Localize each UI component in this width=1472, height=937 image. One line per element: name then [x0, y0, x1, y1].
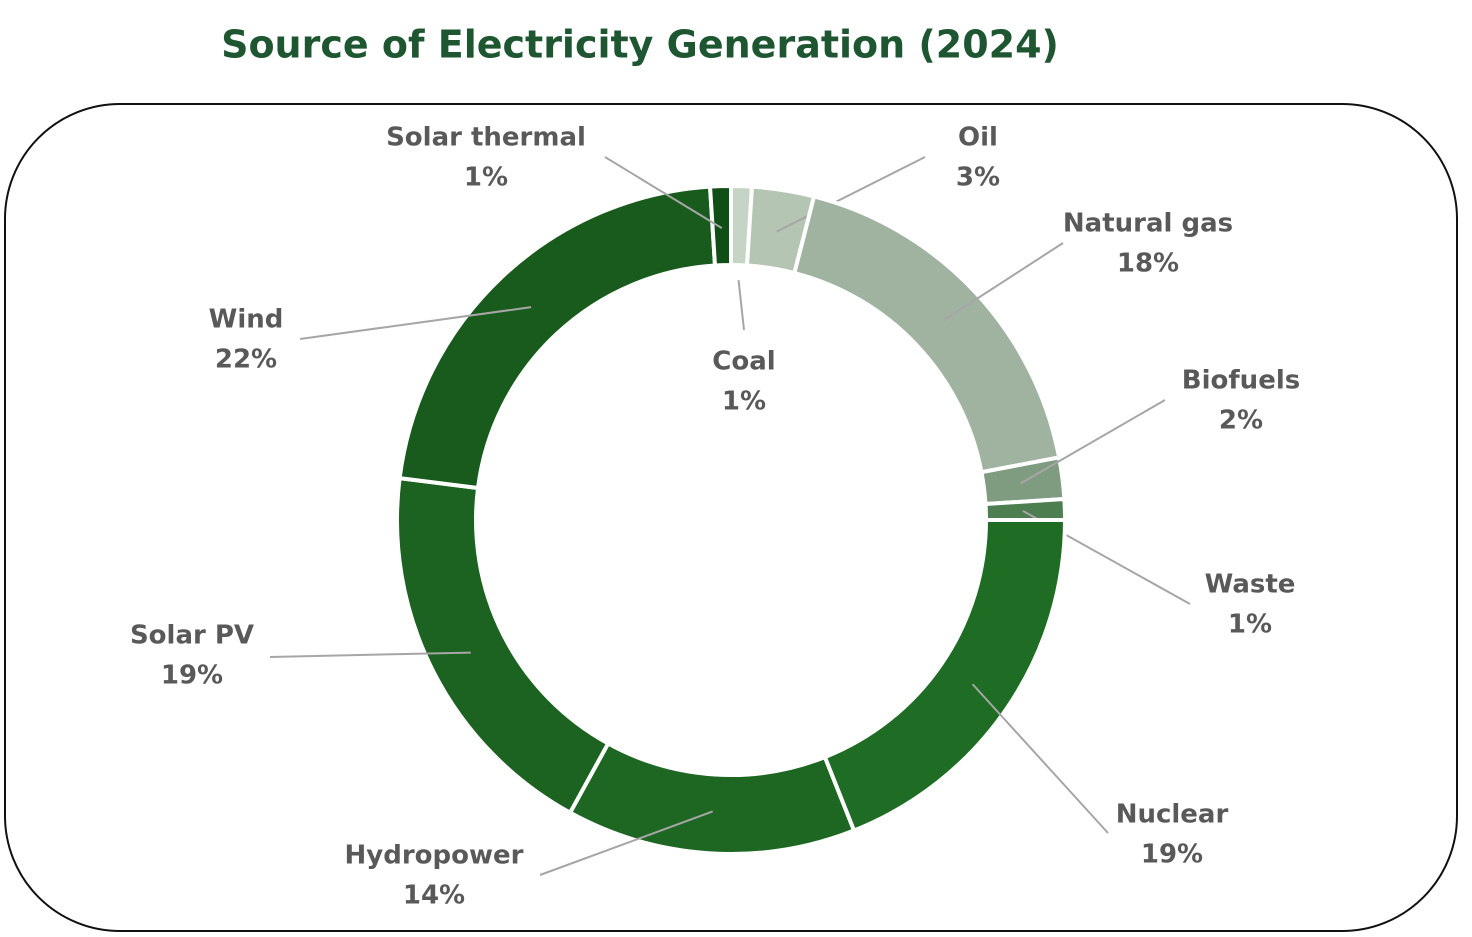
leader-line	[943, 242, 1064, 321]
leader-line	[737, 280, 745, 331]
value-label: 1%	[464, 163, 508, 193]
value-label: 1%	[722, 387, 766, 417]
donut-segment	[983, 496, 1068, 522]
category-label: Wind	[209, 305, 284, 335]
category-label: Nuclear	[1116, 800, 1229, 830]
category-label: Waste	[1205, 570, 1296, 600]
leader-line	[539, 810, 714, 876]
value-label: 1%	[1228, 610, 1272, 640]
value-label: 14%	[403, 881, 465, 911]
leader-line	[1020, 399, 1166, 485]
value-label: 19%	[161, 661, 223, 691]
category-label: Solar PV	[130, 621, 254, 651]
leader-line	[269, 651, 471, 658]
leader-line	[776, 156, 926, 233]
category-label: Coal	[712, 347, 775, 377]
chart-frame	[4, 103, 1458, 932]
leader-line	[971, 683, 1109, 834]
value-label: 18%	[1117, 249, 1179, 279]
leader-line	[299, 306, 532, 340]
value-label: 19%	[1141, 840, 1203, 870]
chart-title: Source of Electricity Generation (2024)	[221, 23, 1059, 67]
donut-segment	[707, 183, 733, 268]
value-label: 3%	[956, 163, 1000, 193]
category-label: Hydropower	[345, 841, 524, 871]
category-label: Natural gas	[1063, 209, 1233, 239]
value-label: 2%	[1219, 406, 1263, 436]
category-label: Biofuels	[1182, 366, 1300, 396]
value-label: 22%	[215, 345, 277, 375]
category-label: Oil	[958, 123, 998, 153]
leader-line	[604, 156, 723, 229]
category-label: Solar thermal	[386, 123, 586, 153]
